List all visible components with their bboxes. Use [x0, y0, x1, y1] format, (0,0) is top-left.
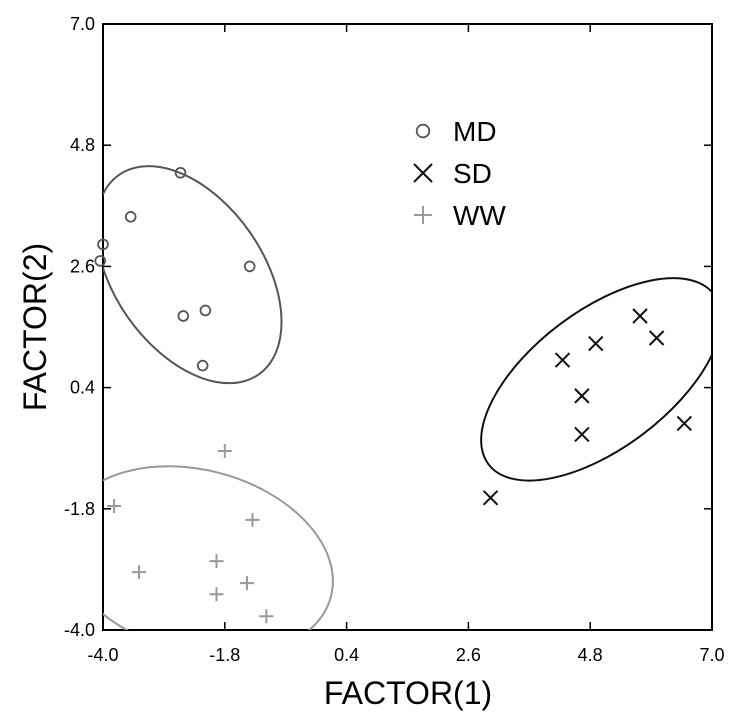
point-ww	[107, 499, 122, 514]
y-tick-label: 0.4	[70, 378, 95, 398]
point-sd	[574, 388, 590, 404]
y-tick-label: -4.0	[64, 620, 95, 640]
point-sd	[482, 490, 499, 506]
x-tick-label: 0.4	[334, 645, 359, 665]
point-sd	[574, 426, 590, 443]
x-tick-label: 7.0	[699, 645, 724, 665]
point-ww	[259, 609, 274, 624]
point-md	[243, 260, 256, 273]
legend-marker-md	[415, 123, 431, 139]
x-tick-label: -1.8	[209, 645, 240, 665]
x-axis-title: FACTOR(1)	[324, 675, 492, 711]
point-sd	[648, 330, 665, 346]
point-md	[124, 211, 137, 223]
point-md	[199, 304, 212, 317]
legend-label-ww: WW	[453, 200, 506, 231]
plot-frame	[102, 23, 713, 631]
point-ww	[209, 554, 224, 569]
confidence-ellipses	[103, 165, 712, 630]
point-ww	[209, 587, 224, 602]
data-points	[94, 166, 693, 624]
point-ww	[131, 565, 146, 580]
legend: MD SD WW	[413, 116, 506, 231]
ellipse-ww	[103, 465, 334, 630]
point-sd	[588, 335, 604, 352]
point-sd	[554, 352, 571, 368]
point-md	[174, 166, 187, 179]
point-md	[97, 238, 109, 251]
ellipse-md	[103, 165, 283, 385]
point-md	[94, 255, 107, 267]
point-sd	[676, 415, 693, 432]
y-tick-label: 7.0	[70, 14, 95, 34]
x-tick-label: 2.6	[456, 645, 481, 665]
point-md	[196, 359, 209, 372]
y-tick-label: 4.8	[70, 135, 95, 155]
y-axis-title: FACTOR(2)	[17, 243, 53, 411]
point-sd	[632, 308, 648, 324]
legend-label-sd: SD	[453, 158, 492, 189]
legend-marker-ww	[414, 206, 432, 224]
point-ww	[217, 443, 232, 458]
ellipse-sd	[480, 277, 712, 482]
legend-label-md: MD	[453, 116, 497, 147]
axis-ticks: -4.0 -1.8 0.4 2.6 4.8 7.0 -4.0 -1.8 0.4 2.6 4.8 7.0	[64, 14, 725, 665]
x-tick-label: 4.8	[578, 645, 603, 665]
legend-marker-sd	[413, 163, 433, 183]
point-md	[177, 310, 190, 322]
point-ww	[245, 512, 260, 527]
point-ww	[239, 576, 254, 591]
y-tick-label: 2.6	[70, 256, 95, 276]
x-tick-label: -4.0	[87, 645, 118, 665]
y-tick-label: -1.8	[64, 499, 95, 519]
